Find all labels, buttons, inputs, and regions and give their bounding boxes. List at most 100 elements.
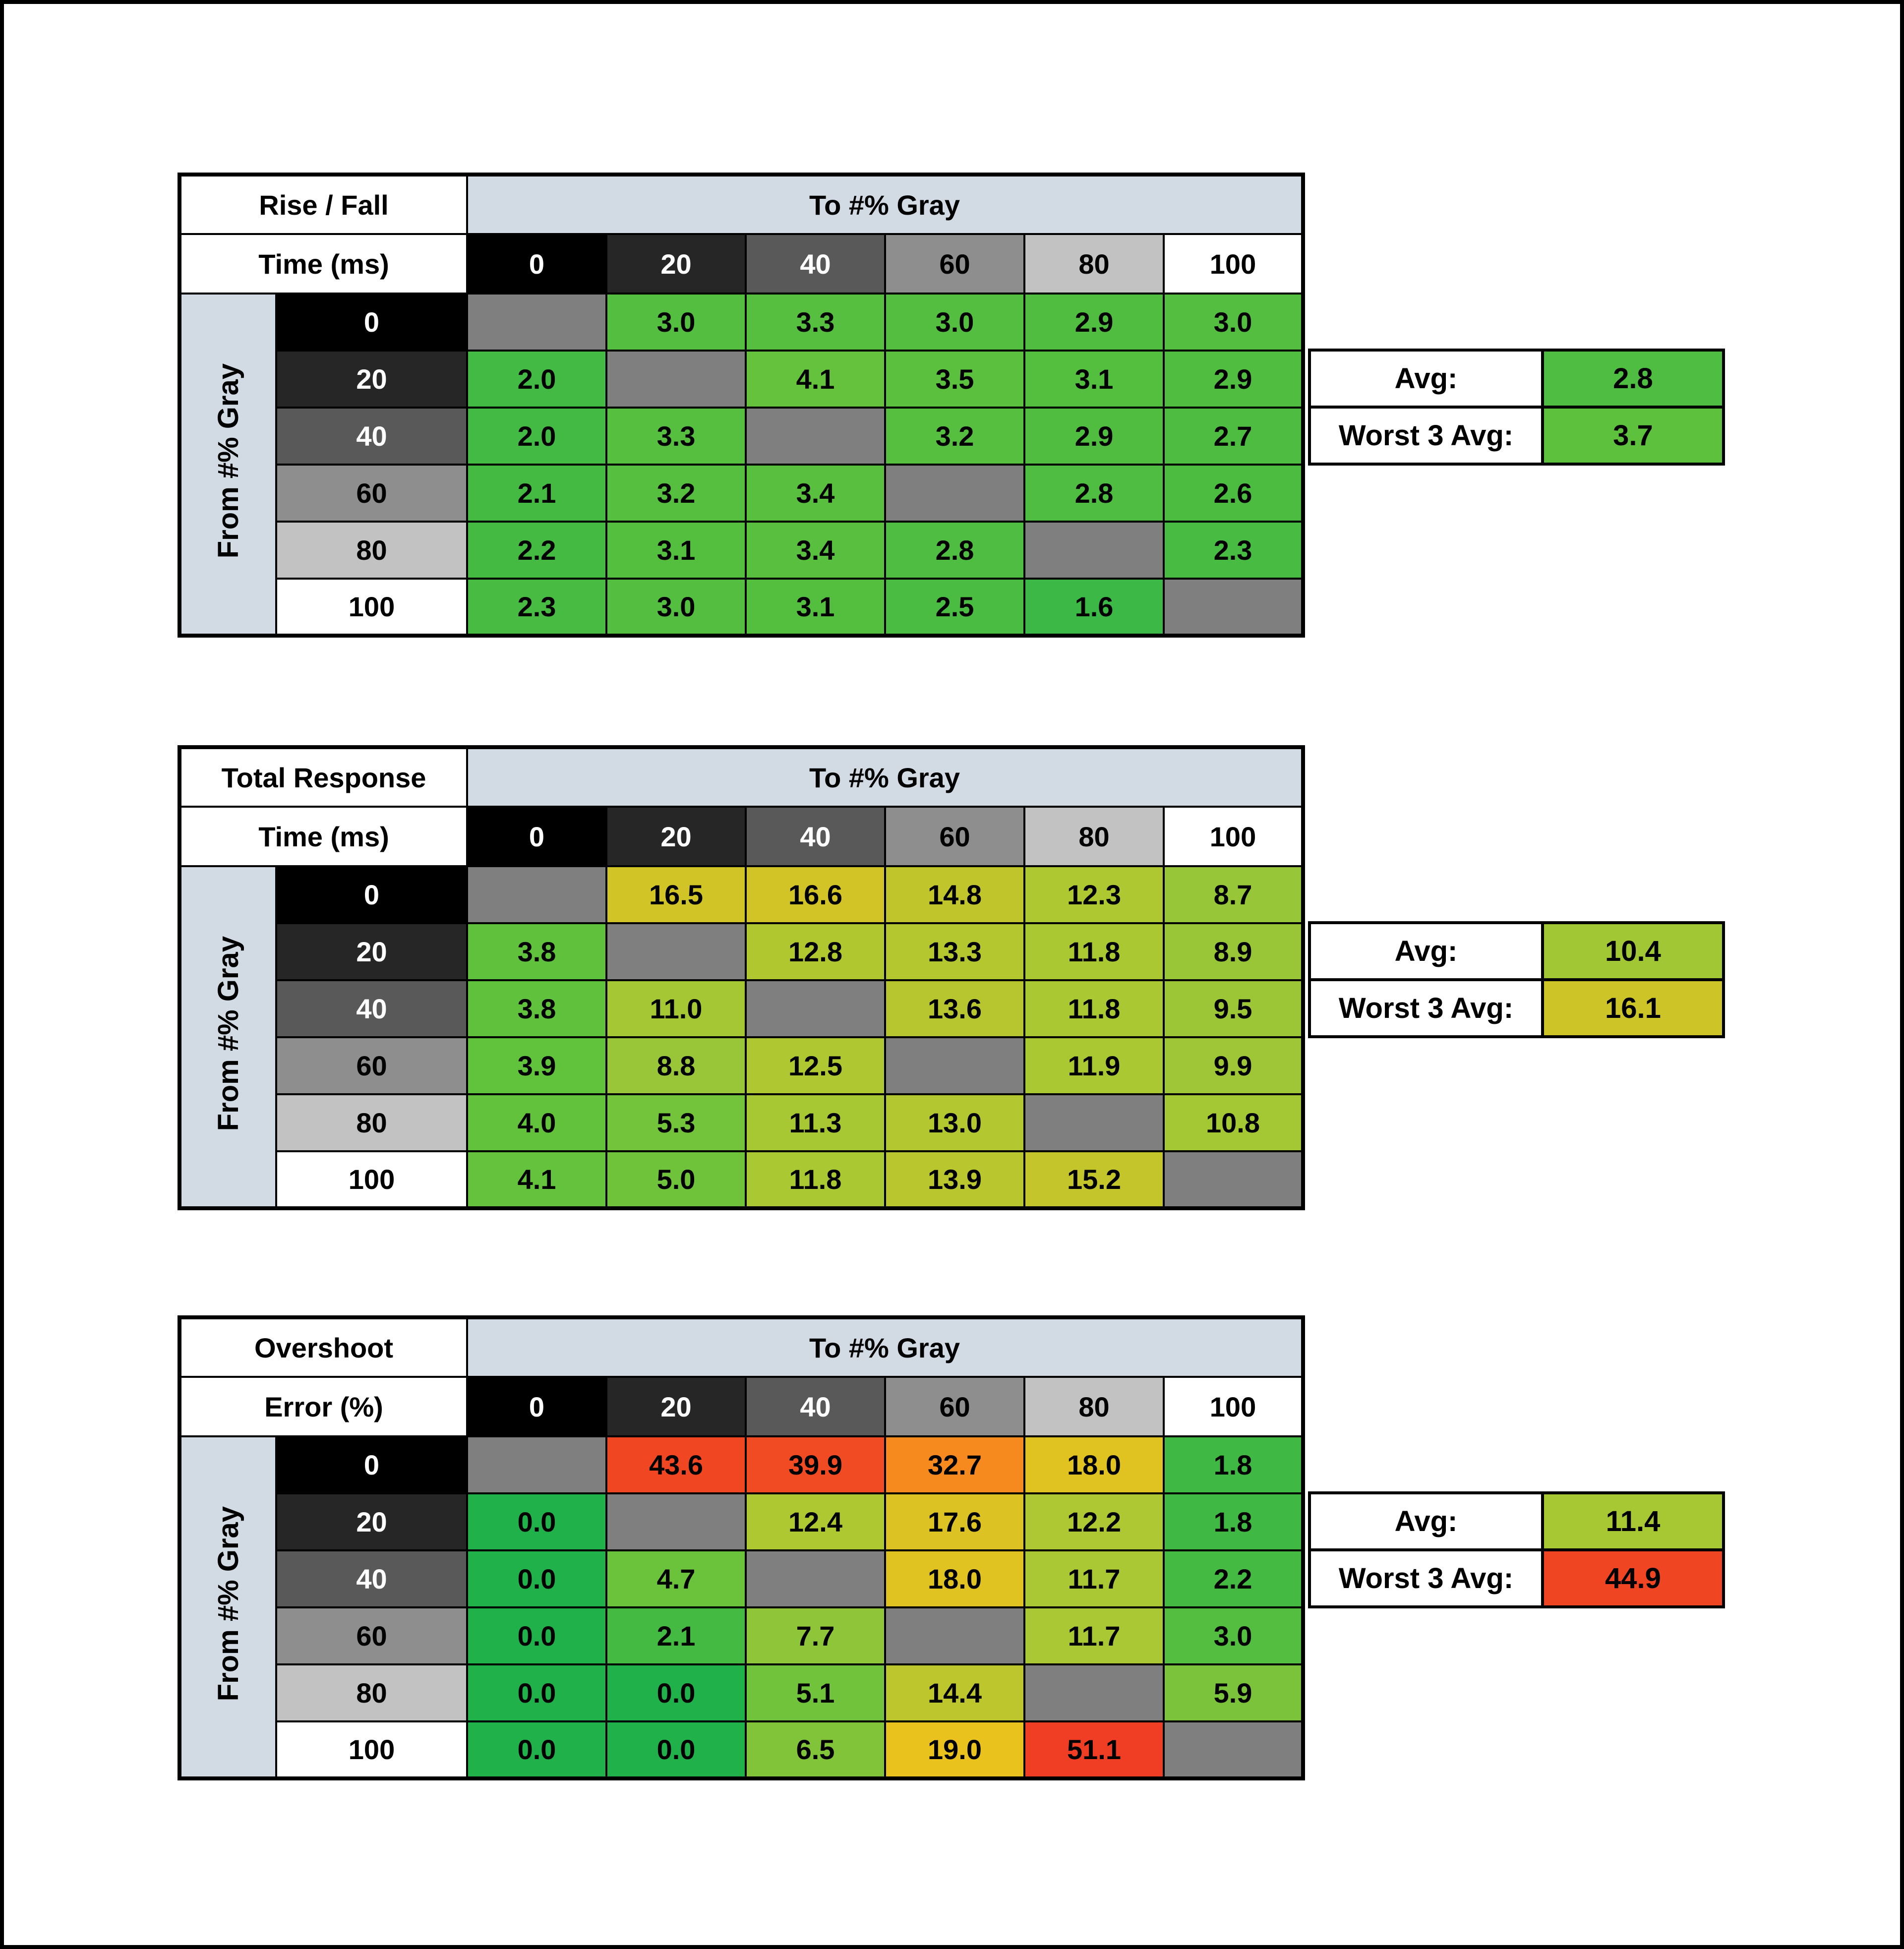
row-header-0: 0: [275, 865, 468, 924]
col-header-80: 80: [1023, 1376, 1165, 1437]
col-header-100: 100: [1163, 806, 1304, 867]
col-header-60: 60: [884, 806, 1025, 867]
col-header-0: 0: [466, 233, 607, 295]
response-table-1: Rise / Fall To #% Gray Time (ms) 0 20 40 60 80 1…: [178, 173, 1305, 638]
row-header-100: 100: [275, 1720, 468, 1779]
data-cell: 0.0: [466, 1492, 607, 1551]
data-cell: 11.9: [1023, 1036, 1165, 1095]
data-cell: 12.2: [1023, 1492, 1165, 1551]
data-cell: 3.4: [745, 464, 886, 523]
col-header-20: 20: [605, 233, 747, 295]
worst-3-avg-label: Worst 3 Avg:: [1308, 978, 1544, 1038]
data-cell: 3.1: [605, 521, 747, 580]
data-cell: 10.8: [1163, 1093, 1304, 1152]
row-header-100: 100: [275, 578, 468, 637]
data-cell: 0.0: [605, 1720, 747, 1779]
col-header-60: 60: [884, 233, 1025, 295]
data-cell: 2.6: [1163, 464, 1304, 523]
data-cell: 13.9: [884, 1150, 1025, 1209]
worst-3-avg-label: Worst 3 Avg:: [1308, 1548, 1544, 1608]
table-title-line1: Rise / Fall: [178, 174, 468, 235]
table-title-line2: Time (ms): [178, 806, 468, 867]
data-cell: 2.5: [884, 578, 1025, 637]
data-cell: 2.8: [1023, 464, 1165, 523]
row-header-80: 80: [275, 1663, 468, 1722]
data-cell: 0.0: [466, 1606, 607, 1665]
data-cell: 2.7: [1163, 407, 1304, 466]
data-cell: 13.6: [884, 979, 1025, 1038]
row-header-0: 0: [275, 1435, 468, 1494]
response-table-2: Total Response To #% Gray Time (ms) 0 20 40 60…: [178, 745, 1305, 1210]
from-gray-label: From #% Gray: [212, 936, 244, 1131]
diagonal-cell: [466, 1435, 607, 1494]
table-title-line1: Total Response: [178, 746, 468, 808]
data-cell: 13.0: [884, 1093, 1025, 1152]
col-header-0: 0: [466, 1376, 607, 1437]
row-header-80: 80: [275, 521, 468, 580]
data-cell: 12.8: [745, 922, 886, 981]
data-cell: 3.0: [1163, 1606, 1304, 1665]
data-cell: 2.2: [1163, 1549, 1304, 1608]
data-cell: 3.1: [1023, 350, 1165, 409]
data-cell: 14.8: [884, 865, 1025, 924]
row-header-40: 40: [275, 407, 468, 466]
data-cell: 2.9: [1023, 407, 1165, 466]
col-header-80: 80: [1023, 233, 1165, 295]
data-cell: 0.0: [466, 1663, 607, 1722]
diagonal-cell: [745, 407, 886, 466]
data-cell: 16.6: [745, 865, 886, 924]
to-gray-label: To #% Gray: [466, 746, 1304, 808]
data-cell: 0.0: [605, 1663, 747, 1722]
data-cell: 2.2: [466, 521, 607, 580]
data-cell: 5.1: [745, 1663, 886, 1722]
data-cell: 11.3: [745, 1093, 886, 1152]
data-cell: 12.5: [745, 1036, 886, 1095]
data-cell: 5.0: [605, 1150, 747, 1209]
data-cell: 12.4: [745, 1492, 886, 1551]
data-cell: 3.8: [466, 979, 607, 1038]
to-gray-label: To #% Gray: [466, 174, 1304, 235]
data-cell: 11.8: [1023, 979, 1165, 1038]
table-title-line1: Overshoot: [178, 1316, 468, 1378]
data-cell: 8.7: [1163, 865, 1304, 924]
to-gray-label: To #% Gray: [466, 1316, 1304, 1378]
data-cell: 11.8: [745, 1150, 886, 1209]
diagonal-cell: [1023, 1663, 1165, 1722]
data-cell: 3.0: [884, 293, 1025, 352]
diagonal-cell: [1163, 1150, 1304, 1209]
col-header-60: 60: [884, 1376, 1025, 1437]
data-cell: 3.2: [884, 407, 1025, 466]
from-gray-label-cell: From #% Gray: [178, 293, 277, 637]
row-header-20: 20: [275, 1492, 468, 1551]
data-cell: 43.6: [605, 1435, 747, 1494]
data-cell: 3.5: [884, 350, 1025, 409]
row-header-60: 60: [275, 464, 468, 523]
row-header-20: 20: [275, 922, 468, 981]
data-cell: 3.4: [745, 521, 886, 580]
data-cell: 2.8: [884, 521, 1025, 580]
col-header-40: 40: [745, 806, 886, 867]
data-cell: 2.1: [466, 464, 607, 523]
data-cell: 7.7: [745, 1606, 886, 1665]
data-cell: 3.3: [605, 407, 747, 466]
data-cell: 11.0: [605, 979, 747, 1038]
data-cell: 11.8: [1023, 922, 1165, 981]
diagonal-cell: [466, 865, 607, 924]
data-cell: 5.9: [1163, 1663, 1304, 1722]
diagonal-cell: [605, 1492, 747, 1551]
row-header-100: 100: [275, 1150, 468, 1209]
row-header-20: 20: [275, 350, 468, 409]
diagonal-cell: [884, 1036, 1025, 1095]
from-gray-label-cell: From #% Gray: [178, 865, 277, 1209]
diagonal-cell: [605, 350, 747, 409]
data-cell: 8.9: [1163, 922, 1304, 981]
data-cell: 1.8: [1163, 1435, 1304, 1494]
data-cell: 2.9: [1163, 350, 1304, 409]
data-cell: 3.0: [605, 293, 747, 352]
data-cell: 2.3: [1163, 521, 1304, 580]
data-cell: 2.3: [466, 578, 607, 637]
data-cell: 0.0: [466, 1549, 607, 1608]
data-cell: 11.7: [1023, 1606, 1165, 1665]
data-cell: 17.6: [884, 1492, 1025, 1551]
